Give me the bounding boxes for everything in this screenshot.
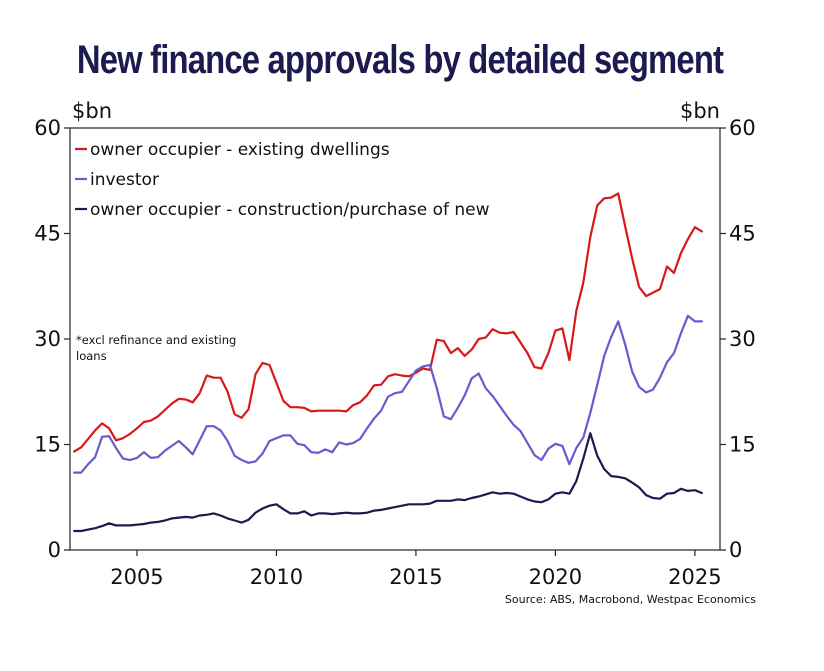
axes-ticks: 0 0 15 15 30 30 45 45 60 60 2005 2010 2015 2020 2025 bbox=[34, 116, 755, 589]
source-note: Source: ABS, Macrobond, Westpac Economic… bbox=[505, 593, 756, 606]
x-tick-label: 2020 bbox=[529, 565, 582, 589]
series-lines bbox=[73, 192, 703, 533]
y-tick-label-right: 15 bbox=[729, 433, 756, 457]
footnote: *excl refinance and existing loans bbox=[76, 333, 236, 363]
legend-label-existing-dwellings: owner occupier - existing dwellings bbox=[90, 140, 390, 160]
legend-label-investor: investor bbox=[90, 170, 159, 190]
y-tick-label-right: 45 bbox=[729, 222, 756, 246]
x-tick-label: 2005 bbox=[110, 565, 163, 589]
series-line-existing-dwellings bbox=[73, 192, 703, 453]
right-axis-unit: $bn bbox=[680, 99, 720, 123]
y-tick-label-left: 45 bbox=[34, 222, 61, 246]
left-axis-unit: $bn bbox=[72, 99, 112, 123]
y-tick-label-right: 60 bbox=[729, 116, 756, 140]
x-tick-label: 2010 bbox=[250, 565, 303, 589]
y-tick-label-left: 60 bbox=[34, 116, 61, 140]
series-line-investor bbox=[73, 314, 703, 474]
x-tick-label: 2025 bbox=[668, 565, 721, 589]
legend-label-construction: owner occupier - construction/purchase o… bbox=[90, 200, 490, 220]
y-tick-label-right: 30 bbox=[729, 327, 756, 351]
legend: owner occupier - existing dwellings inve… bbox=[75, 140, 490, 220]
footnote-line-1: *excl refinance and existing bbox=[76, 333, 236, 347]
footnote-line-2: loans bbox=[76, 349, 107, 363]
y-tick-label-left: 15 bbox=[34, 433, 61, 457]
y-tick-label-left: 30 bbox=[34, 327, 61, 351]
series-line-construction bbox=[73, 432, 703, 533]
chart-title: New finance approvals by detailed segmen… bbox=[76, 38, 724, 82]
y-tick-label-right: 0 bbox=[729, 538, 742, 562]
x-tick-label: 2015 bbox=[389, 565, 442, 589]
y-tick-label-left: 0 bbox=[48, 538, 61, 562]
